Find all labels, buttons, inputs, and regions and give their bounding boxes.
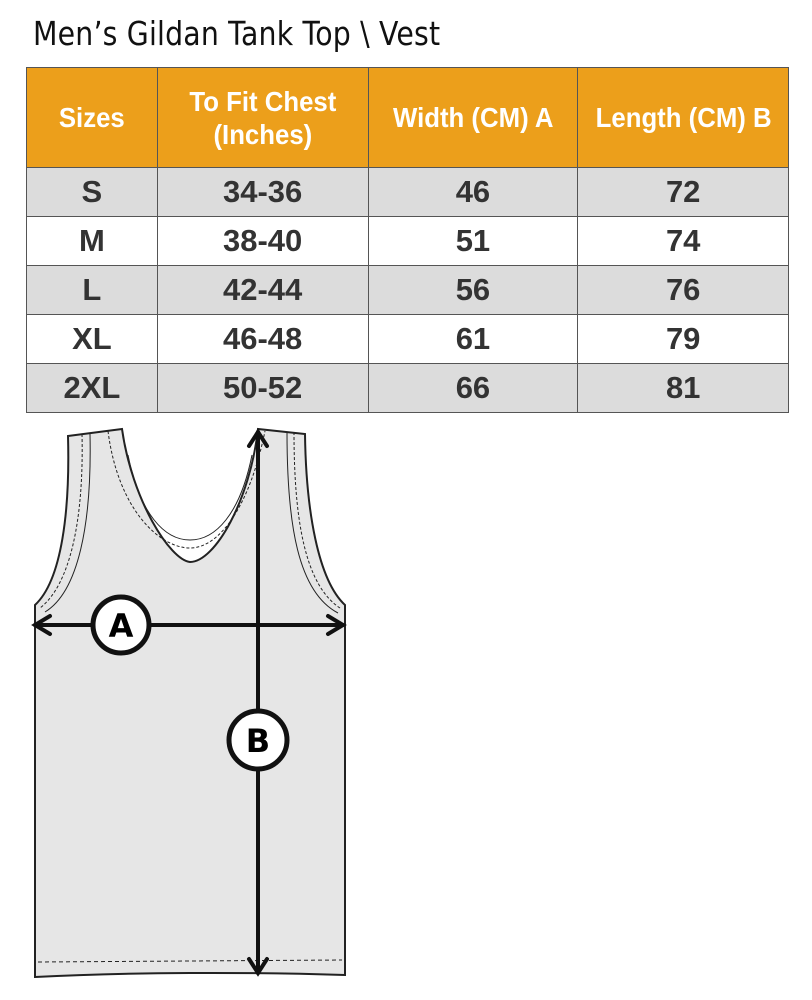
header-label: To Fit Chest (Inches) bbox=[189, 85, 337, 150]
cell-chest: 50-52 bbox=[156, 363, 369, 413]
label-b-badge: B bbox=[226, 708, 290, 772]
header-label: Sizes bbox=[58, 102, 125, 133]
cell-chest: 34-36 bbox=[156, 167, 369, 217]
cell-size: 2XL bbox=[26, 363, 158, 413]
table-row: S 34-36 46 72 bbox=[26, 167, 789, 217]
label-a: A bbox=[109, 607, 134, 645]
tank-top-outline bbox=[34, 427, 346, 979]
cell-width: 66 bbox=[367, 363, 579, 413]
cell-chest: 38-40 bbox=[156, 216, 369, 266]
header-label: Width (CM) A bbox=[392, 102, 554, 133]
cell-length: 76 bbox=[577, 265, 789, 315]
header-width: Width (CM) A bbox=[367, 67, 579, 168]
cell-length: 74 bbox=[577, 216, 789, 266]
header-label: Length (CM) B bbox=[595, 102, 772, 133]
cell-length: 72 bbox=[577, 167, 789, 217]
header-chest: To Fit Chest (Inches) bbox=[156, 67, 369, 168]
cell-length: 81 bbox=[577, 363, 789, 413]
tank-top-diagram: A B bbox=[31, 427, 347, 979]
label-b: B bbox=[246, 722, 270, 760]
cell-width: 46 bbox=[367, 167, 579, 217]
table-row: 2XL 50-52 66 81 bbox=[26, 363, 789, 413]
label-a-badge: A bbox=[90, 594, 152, 656]
table-row: M 38-40 51 74 bbox=[26, 216, 789, 266]
table-header-row: Sizes To Fit Chest (Inches) Width (CM) A… bbox=[26, 67, 789, 168]
header-length: Length (CM) B bbox=[577, 67, 789, 168]
cell-size: XL bbox=[26, 314, 158, 364]
cell-chest: 42-44 bbox=[156, 265, 369, 315]
cell-size: S bbox=[26, 167, 158, 217]
cell-width: 51 bbox=[367, 216, 579, 266]
table-row: XL 46-48 61 79 bbox=[26, 314, 789, 364]
cell-width: 61 bbox=[367, 314, 579, 364]
cell-chest: 46-48 bbox=[156, 314, 369, 364]
cell-length: 79 bbox=[577, 314, 789, 364]
cell-size: M bbox=[26, 216, 158, 266]
cell-width: 56 bbox=[367, 265, 579, 315]
table-row: L 42-44 56 76 bbox=[26, 265, 789, 315]
header-sizes: Sizes bbox=[26, 67, 158, 168]
page-title: Men’s Gildan Tank Top \ Vest bbox=[33, 14, 441, 53]
size-table: Sizes To Fit Chest (Inches) Width (CM) A… bbox=[26, 67, 789, 413]
cell-size: L bbox=[26, 265, 158, 315]
